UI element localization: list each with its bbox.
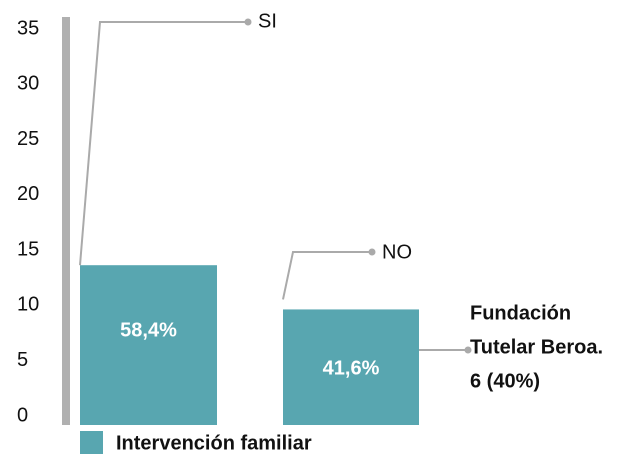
y-tick-label: 35 (17, 17, 39, 39)
legend-label: Intervención familiar (116, 432, 312, 454)
y-tick-label: 20 (17, 183, 39, 205)
y-axis-bar (62, 17, 70, 425)
y-tick-label: 15 (17, 238, 39, 260)
bar (283, 309, 419, 425)
annotation: 6 (40%) (470, 370, 540, 392)
annotation: Tutelar Beroa. (470, 336, 603, 358)
callout-dot (368, 248, 376, 256)
bar (80, 265, 217, 425)
y-tick-label: 25 (17, 128, 39, 150)
y-tick-label: 5 (17, 349, 28, 371)
data-label: 58,4% (120, 319, 177, 341)
annotation-dot (464, 346, 472, 354)
legend-swatch (80, 431, 103, 454)
y-tick-label: 0 (17, 404, 28, 426)
annotation: Fundación (470, 302, 571, 324)
category-label: NO (382, 241, 412, 263)
data-label: 41,6% (323, 357, 380, 379)
category-label: SI (258, 10, 277, 32)
callout-line (282, 251, 372, 300)
callout-line (79, 21, 248, 266)
callout-dot (244, 18, 252, 26)
y-tick-label: 10 (17, 294, 39, 316)
y-tick-label: 30 (17, 73, 39, 95)
